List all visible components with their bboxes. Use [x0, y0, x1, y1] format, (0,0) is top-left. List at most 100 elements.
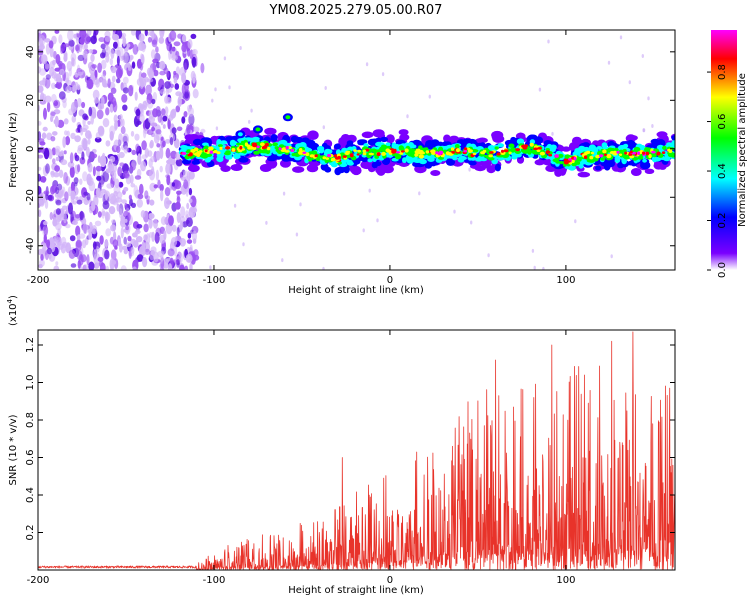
- noise-blob: [129, 54, 134, 61]
- ridge-cell: [255, 127, 261, 132]
- noise-blob: [242, 242, 245, 247]
- ridge-cell: [460, 156, 467, 161]
- noise-blob: [110, 224, 117, 232]
- x-tick-label: 100: [556, 575, 575, 586]
- ridge-cell: [272, 142, 278, 147]
- noise-blob: [72, 85, 78, 92]
- ridge-cell: [488, 154, 494, 158]
- noise-blob: [114, 64, 122, 69]
- noise-blob: [177, 96, 182, 108]
- noise-blob: [49, 212, 53, 220]
- noise-blob: [55, 77, 63, 83]
- noise-blob: [160, 189, 164, 202]
- noise-blob: [54, 165, 60, 172]
- ridge-cell: [539, 151, 546, 156]
- noise-blob: [52, 218, 58, 227]
- noise-blob: [118, 238, 122, 248]
- colorbar-tick-label: 0.8: [717, 64, 728, 80]
- noise-blob: [38, 154, 44, 159]
- noise-blob: [175, 201, 181, 210]
- noise-blob: [131, 30, 136, 36]
- ridge-cell: [398, 129, 409, 136]
- noise-blob: [165, 147, 171, 159]
- noise-blob: [651, 124, 654, 128]
- ridge-cell: [424, 147, 429, 152]
- ridge-cell: [595, 165, 602, 171]
- noise-blob: [99, 235, 104, 245]
- noise-blob: [47, 194, 53, 201]
- ridge-cell: [337, 155, 341, 160]
- noise-blob: [153, 218, 158, 229]
- noise-blob: [189, 244, 193, 254]
- noise-blob: [77, 147, 84, 154]
- noise-blob: [128, 194, 132, 200]
- noise-blob: [82, 171, 88, 182]
- noise-blob: [265, 220, 268, 225]
- ridge-cell: [489, 151, 494, 154]
- noise-blob: [79, 210, 84, 221]
- ridge-cell: [508, 151, 512, 155]
- noise-blob: [171, 108, 177, 116]
- noise-blob: [159, 147, 164, 160]
- snr-y-ticks: 0.2 0.4 0.6 0.8 1.0 1.2: [25, 337, 675, 540]
- ridge-cell: [407, 153, 413, 157]
- noise-blob: [48, 40, 54, 49]
- noise-blob: [137, 193, 144, 200]
- noise-blob: [188, 206, 196, 219]
- ridge-cell: [527, 149, 532, 155]
- noise-blob: [169, 83, 174, 89]
- y-tick-label: 0.4: [25, 487, 36, 503]
- noise-blob: [67, 161, 75, 168]
- noise-blob: [75, 214, 81, 219]
- noise-blob: [117, 46, 124, 58]
- noise-blob: [107, 92, 114, 102]
- noise-blob: [368, 188, 371, 193]
- noise-blob: [42, 126, 48, 132]
- noise-blob: [200, 128, 206, 134]
- noise-blob: [88, 106, 93, 117]
- noise-blob: [50, 136, 56, 142]
- ridge-cell: [278, 147, 282, 151]
- ridge-cell: [515, 148, 521, 151]
- ridge-cell: [395, 151, 401, 154]
- noise-blob: [95, 132, 101, 139]
- noise-blob: [81, 101, 86, 109]
- ridge-cell: [612, 150, 618, 155]
- noise-blob: [60, 159, 68, 166]
- noise-blob: [187, 47, 191, 57]
- spectrogram-ridge: [178, 113, 675, 178]
- ridge-cell: [573, 156, 577, 161]
- noise-blob: [157, 113, 162, 123]
- noise-blob: [136, 254, 144, 262]
- noise-blob: [54, 115, 59, 128]
- noise-blob: [105, 140, 111, 147]
- noise-blob: [123, 236, 127, 245]
- noise-blob: [140, 210, 146, 218]
- noise-blob: [551, 131, 554, 136]
- noise-blob: [178, 92, 184, 98]
- ridge-cell: [220, 165, 231, 173]
- noise-blob: [113, 114, 118, 124]
- noise-blob: [64, 191, 69, 202]
- noise-blob: [81, 44, 86, 50]
- ridge-cell: [603, 153, 607, 157]
- noise-blob: [55, 261, 59, 266]
- noise-blob: [136, 168, 142, 178]
- noise-blob: [121, 199, 127, 204]
- noise-blob: [183, 179, 189, 190]
- noise-blob: [174, 83, 180, 90]
- noise-blob: [155, 232, 159, 243]
- ridge-cell: [196, 152, 201, 158]
- noise-blob: [55, 156, 60, 162]
- noise-blob: [75, 196, 79, 201]
- noise-blob: [453, 209, 456, 214]
- noise-blob: [191, 56, 197, 68]
- ridge-cell: [500, 149, 505, 153]
- noise-blob: [182, 170, 189, 180]
- noise-blob: [376, 218, 379, 223]
- ridge-cell: [644, 147, 650, 153]
- ridge-cell: [545, 150, 551, 154]
- noise-blob: [118, 208, 123, 219]
- ridge-cell: [219, 149, 226, 156]
- noise-blob: [81, 239, 87, 249]
